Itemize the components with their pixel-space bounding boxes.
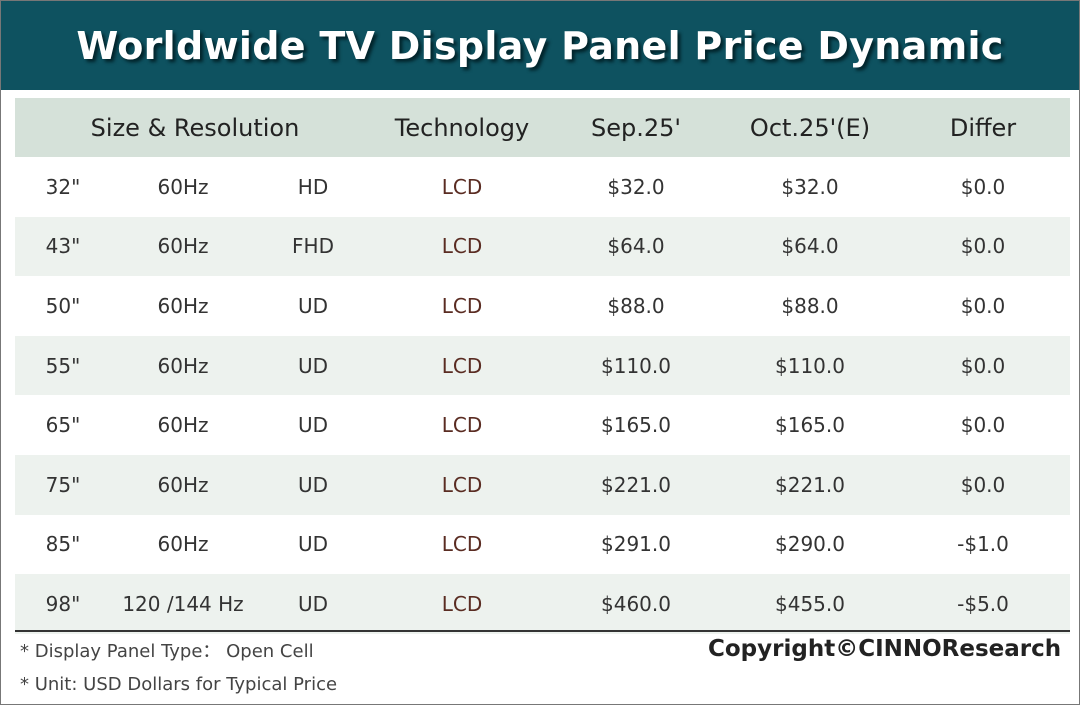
- cell-size: 55": [45, 353, 81, 378]
- table-row: 50" 60Hz UD LCD $88.0 $88.0 $0.0: [15, 276, 1070, 336]
- copyright: Copyright©CINNOResearch: [708, 636, 1062, 662]
- table-row: 43" 60Hz FHD LCD $64.0 $64.0 $0.0: [15, 216, 1070, 277]
- cell-differ: $0.0: [960, 234, 1006, 259]
- cell-oct: $165.0: [775, 413, 845, 438]
- cell-tech: LCD: [441, 591, 483, 616]
- cell-res: UD: [297, 413, 329, 438]
- cell-tech: LCD: [441, 353, 483, 378]
- cell-oct: $32.0: [781, 174, 839, 199]
- cell-tech: LCD: [441, 532, 483, 557]
- cell-oct: $290.0: [775, 532, 845, 557]
- cell-sep: $88.0: [607, 293, 665, 318]
- cell-size: 32": [45, 174, 81, 199]
- table-row: 32" 60Hz HD LCD $32.0 $32.0 $0.0: [15, 157, 1070, 217]
- cell-oct: $221.0: [775, 472, 845, 497]
- cell-res: UD: [297, 532, 329, 557]
- cell-res: HD: [297, 174, 329, 199]
- cell-sep: $64.0: [607, 234, 665, 259]
- cell-size: 75": [45, 472, 81, 497]
- cell-size: 50": [45, 293, 81, 318]
- header-differ: Differ: [949, 113, 1017, 142]
- cell-tech: LCD: [441, 472, 483, 497]
- table-row: 65" 60Hz UD LCD $165.0 $165.0 $0.0: [15, 395, 1070, 455]
- cell-oct: $88.0: [781, 293, 839, 318]
- cell-differ: -$5.0: [957, 591, 1009, 616]
- cell-oct: $455.0: [775, 591, 845, 616]
- header-technology: Technology: [394, 113, 530, 142]
- cell-refresh: 60Hz: [157, 234, 209, 259]
- cell-oct: $64.0: [781, 234, 839, 259]
- cell-oct: $110.0: [775, 353, 845, 378]
- header-size-resolution: Size & Resolution: [90, 113, 300, 142]
- cell-refresh: 60Hz: [157, 353, 209, 378]
- cell-differ: $0.0: [960, 472, 1006, 497]
- cell-res: FHD: [292, 234, 334, 259]
- table-row: 85" 60Hz UD LCD $291.0 $290.0 -$1.0: [15, 515, 1070, 575]
- cell-size: 85": [45, 532, 81, 557]
- cell-sep: $221.0: [601, 472, 671, 497]
- cell-differ: $0.0: [960, 174, 1006, 199]
- cell-sep: $291.0: [601, 532, 671, 557]
- cell-res: UD: [297, 472, 329, 497]
- cell-refresh: 60Hz: [157, 413, 209, 438]
- header-oct: Oct.25'(E): [749, 113, 871, 142]
- price-table: Size & Resolution Technology Sep.25' Oct…: [15, 98, 1070, 634]
- note-panel-type: * Display Panel Type： Open Cell: [20, 641, 314, 662]
- cell-refresh: 60Hz: [157, 174, 209, 199]
- cell-tech: LCD: [441, 293, 483, 318]
- cell-differ: $0.0: [960, 353, 1006, 378]
- cell-sep: $165.0: [601, 413, 671, 438]
- page-title: Worldwide TV Display Panel Price Dynamic: [76, 23, 1004, 68]
- note-unit: * Unit: USD Dollars for Typical Price: [20, 674, 338, 695]
- cell-refresh: 120 /144 Hz: [122, 591, 244, 616]
- cell-res: UD: [297, 591, 329, 616]
- cell-differ: $0.0: [960, 293, 1006, 318]
- cell-sep: $32.0: [607, 174, 665, 199]
- cell-tech: LCD: [441, 234, 483, 259]
- cell-differ: $0.0: [960, 413, 1006, 438]
- cell-refresh: 60Hz: [157, 532, 209, 557]
- cell-refresh: 60Hz: [157, 472, 209, 497]
- header-sep: Sep.25': [591, 113, 681, 142]
- table-header: Size & Resolution Technology Sep.25' Oct…: [15, 98, 1070, 157]
- table-row: 98" 120 /144 Hz UD LCD $460.0 $455.0 -$5.0: [15, 574, 1070, 634]
- cell-tech: LCD: [441, 413, 483, 438]
- cell-size: 43": [45, 234, 81, 259]
- cell-sep: $460.0: [601, 591, 671, 616]
- title-banner: Worldwide TV Display Panel Price Dynamic: [1, 1, 1079, 90]
- cell-size: 65": [45, 413, 81, 438]
- cell-refresh: 60Hz: [157, 293, 209, 318]
- table-row: 55" 60Hz UD LCD $110.0 $110.0 $0.0: [15, 335, 1070, 396]
- cell-tech: LCD: [441, 174, 483, 199]
- cell-res: UD: [297, 293, 329, 318]
- table-bottom-rule: [15, 630, 1070, 632]
- table-row: 75" 60Hz UD LCD $221.0 $221.0 $0.0: [15, 454, 1070, 515]
- cell-size: 98": [45, 591, 81, 616]
- cell-sep: $110.0: [601, 353, 671, 378]
- cell-differ: -$1.0: [957, 532, 1009, 557]
- cell-res: UD: [297, 353, 329, 378]
